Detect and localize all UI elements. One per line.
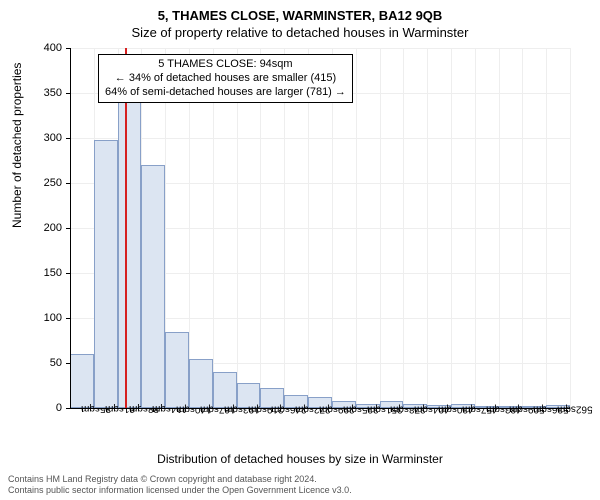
- footer: Contains HM Land Registry data © Crown c…: [8, 474, 352, 496]
- histogram-bar: [165, 332, 189, 409]
- footer-line1: Contains HM Land Registry data © Crown c…: [8, 474, 352, 485]
- footer-line2: Contains public sector information licen…: [8, 485, 352, 496]
- grid-line-v: [570, 48, 571, 408]
- y-tick-label: 100: [22, 312, 62, 324]
- grid-line-v: [403, 48, 404, 408]
- chart-container: 5, THAMES CLOSE, WARMINSTER, BA12 9QB Si…: [0, 0, 600, 500]
- y-tick-label: 250: [22, 177, 62, 189]
- y-tick-label: 150: [22, 267, 62, 279]
- y-tick-label: 400: [22, 42, 62, 54]
- annotation-line2: ← 34% of detached houses are smaller (41…: [105, 72, 346, 86]
- grid-line-v: [380, 48, 381, 408]
- y-tick-label: 350: [22, 87, 62, 99]
- chart-title: Size of property relative to detached ho…: [0, 23, 600, 40]
- x-axis-label: Distribution of detached houses by size …: [0, 452, 600, 466]
- grid-line-h: [70, 138, 570, 139]
- grid-line-v: [427, 48, 428, 408]
- grid-line-v: [356, 48, 357, 408]
- x-axis-line: [70, 408, 570, 409]
- annotation-line3: 64% of semi-detached houses are larger (…: [105, 86, 346, 100]
- y-tick-label: 0: [22, 402, 62, 414]
- histogram-bar: [118, 98, 142, 409]
- histogram-bar: [94, 140, 118, 408]
- page-title: 5, THAMES CLOSE, WARMINSTER, BA12 9QB: [0, 0, 600, 23]
- grid-line-v: [499, 48, 500, 408]
- grid-line-v: [451, 48, 452, 408]
- histogram-bar: [189, 359, 213, 409]
- grid-line-v: [546, 48, 547, 408]
- grid-line-v: [522, 48, 523, 408]
- y-tick-label: 300: [22, 132, 62, 144]
- histogram-bar: [70, 354, 94, 408]
- histogram-bar: [141, 165, 165, 408]
- y-axis-line: [70, 48, 71, 408]
- y-tick-label: 200: [22, 222, 62, 234]
- grid-line-v: [475, 48, 476, 408]
- annotation-box: 5 THAMES CLOSE: 94sqm ← 34% of detached …: [98, 54, 353, 103]
- annotation-line1: 5 THAMES CLOSE: 94sqm: [105, 58, 346, 72]
- grid-line-h: [70, 48, 570, 49]
- plot-area: 05010015020025030035040035sqm61sqm88sqm1…: [70, 48, 570, 408]
- y-tick-label: 50: [22, 357, 62, 369]
